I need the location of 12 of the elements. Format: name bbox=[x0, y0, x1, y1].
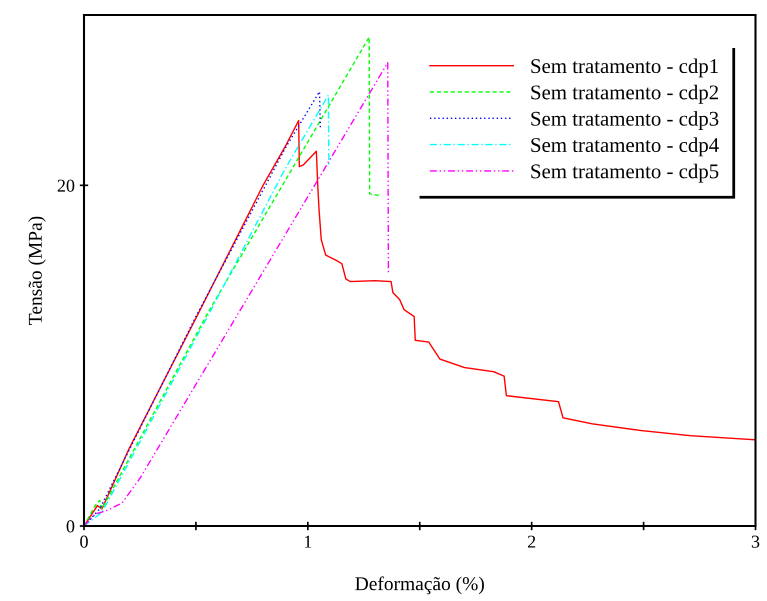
legend-label: Sem tratamento - cdp3 bbox=[531, 111, 718, 130]
x-tick-label: 1 bbox=[304, 536, 312, 548]
x-tick-label: 3 bbox=[752, 536, 760, 548]
x-tick-label: 2 bbox=[528, 536, 536, 548]
legend-label: Sem tratamento - cdp4 bbox=[531, 137, 719, 156]
x-tick-label: 0 bbox=[80, 536, 88, 548]
legend-label: Sem tratamento - cdp1 bbox=[531, 58, 718, 78]
x-axis-title: Deformação (%) bbox=[355, 576, 484, 594]
y-tick-label: 20 bbox=[58, 180, 74, 192]
legend-label: Sem tratamento - cdp2 bbox=[531, 84, 718, 104]
legend-label: Sem tratamento - cdp5 bbox=[531, 164, 718, 183]
y-axis-title: Tensão (MPa) bbox=[28, 216, 46, 325]
